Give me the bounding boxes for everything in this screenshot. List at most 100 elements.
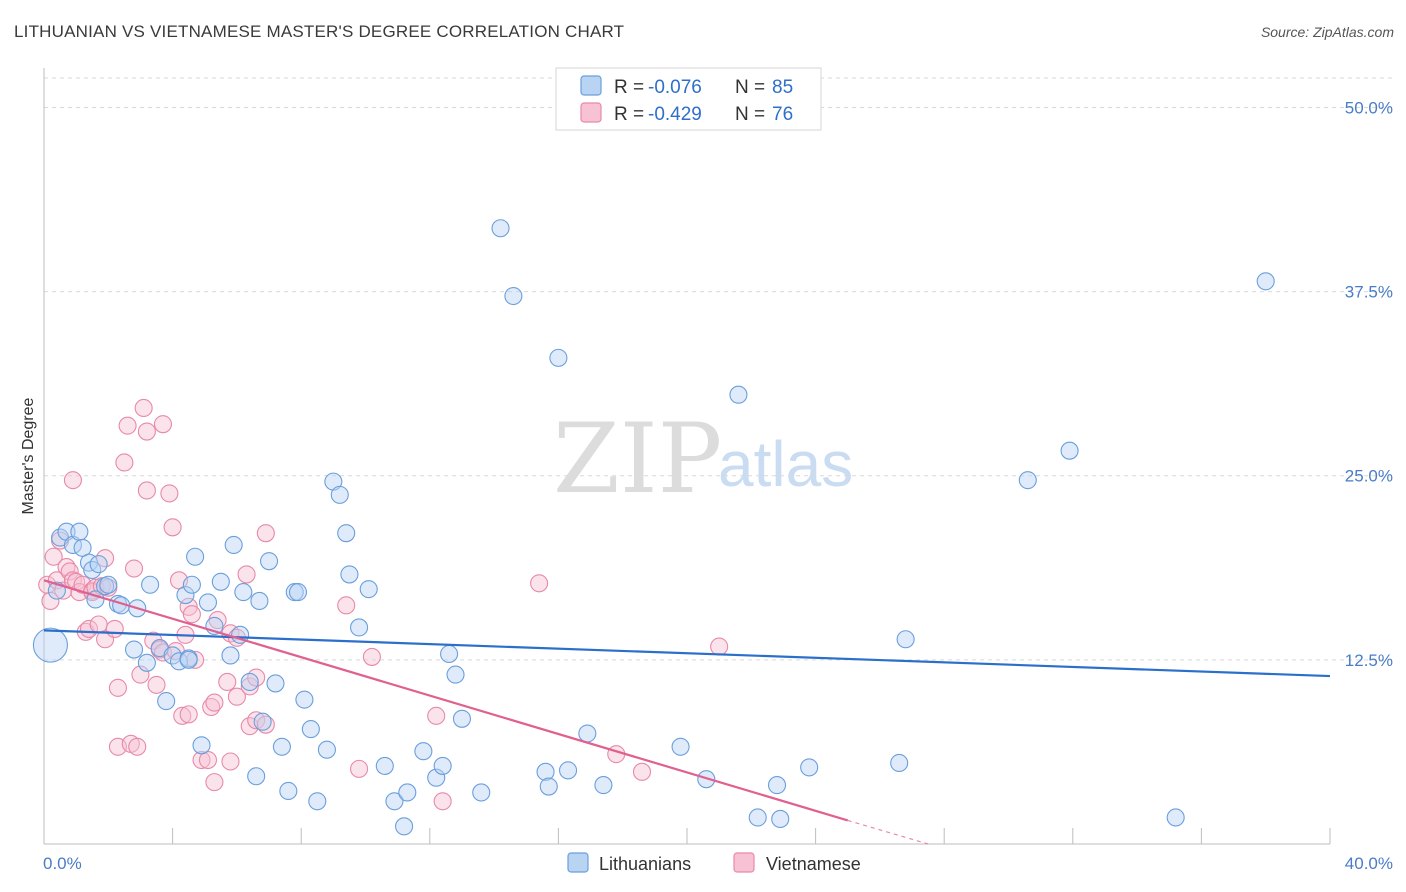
- lithuanian-point: [124, 640, 144, 659]
- lithuanian-point: [99, 575, 118, 594]
- lithuanian-point: [295, 690, 314, 709]
- watermark-atlas: atlas: [718, 428, 853, 500]
- vietnamese-point: [108, 678, 127, 697]
- vietnamese-point: [118, 416, 137, 435]
- vietnamese-point: [173, 706, 192, 725]
- vietnamese-point: [632, 762, 652, 781]
- y-tick-labels: 12.5% 25.0% 37.5% 50.0%: [1345, 98, 1393, 669]
- vietnamese-point: [221, 752, 240, 771]
- lithuanian-point: [70, 522, 89, 541]
- lithuanian-point: [182, 575, 201, 594]
- lithuanian-point: [440, 644, 459, 664]
- vietnamese-trend-extension: [847, 819, 929, 845]
- lithuanian-trend-line: [43, 629, 1331, 678]
- lithuanian-point: [578, 724, 597, 743]
- lithuanian-point: [549, 348, 568, 367]
- lithuanian-point: [221, 646, 240, 665]
- lithuanian-point: [179, 650, 198, 669]
- vietnamese-point: [105, 619, 124, 638]
- lithuanian-point: [198, 593, 218, 612]
- vietnamese-point: [153, 415, 173, 434]
- vietnamese-point: [227, 687, 246, 706]
- y-tick-label: 12.5%: [1345, 651, 1393, 670]
- vietnamese-point: [137, 481, 156, 500]
- vietnamese-point: [256, 715, 275, 734]
- lithuanian-point: [452, 709, 472, 728]
- lithuanian-point: [288, 583, 308, 602]
- legend-r-value-1: -0.076: [648, 77, 702, 98]
- lithuanian-point: [186, 547, 205, 566]
- series-legend: Lithuanians Vietnamese: [567, 852, 861, 874]
- lithuanian-point: [266, 674, 285, 693]
- lithuanian-point: [211, 572, 230, 591]
- vietnamese-point: [205, 773, 224, 792]
- legend-swatch-vietnamese: [580, 102, 602, 123]
- vietnamese-point: [144, 631, 163, 650]
- y-tick-label: 50.0%: [1345, 98, 1393, 117]
- lithuanian-point: [385, 792, 404, 811]
- lithuanian-point: [279, 781, 298, 801]
- lithuanian-point: [192, 736, 211, 755]
- vietnamese-point: [182, 605, 201, 624]
- vietnamese-point: [710, 637, 729, 656]
- lithuanian-point: [491, 219, 510, 238]
- lithuanian-point: [594, 776, 613, 795]
- lithuanian-point: [89, 555, 108, 574]
- series-swatch-vietnamese: [733, 852, 755, 873]
- vietnamese-point: [63, 471, 82, 490]
- vietnamese-point: [131, 665, 150, 684]
- lithuanian-point: [1060, 441, 1079, 460]
- vietnamese-point: [134, 398, 153, 418]
- lithuanian-point: [350, 618, 369, 637]
- lithuanian-point: [32, 627, 68, 663]
- trend-lines: [43, 579, 1331, 845]
- lithuanian-point: [308, 792, 327, 811]
- vietnamese-point: [186, 650, 205, 669]
- lithuanian-point: [395, 817, 414, 836]
- vietnamese-point: [337, 596, 356, 615]
- lithuanian-point: [272, 737, 291, 756]
- vietnamese-point: [530, 574, 549, 593]
- lithuanian-point: [398, 783, 417, 802]
- vietnamese-trend-line: [43, 579, 849, 822]
- lithuanian-point: [1166, 808, 1185, 827]
- vietnamese-point: [160, 484, 179, 503]
- lithuanian-point: [157, 692, 176, 711]
- lithuanian-point: [330, 485, 349, 504]
- vietnamese-point: [240, 677, 259, 696]
- vietnamese-point: [208, 611, 227, 630]
- vietnamese-point: [124, 559, 144, 578]
- lithuanian-point: [375, 756, 394, 775]
- y-axis-label: Master's Degree: [20, 397, 37, 514]
- watermark: ZIP atlas: [553, 403, 853, 515]
- lithuanian-point: [240, 672, 259, 692]
- vietnamese-point: [362, 647, 381, 666]
- axes: [43, 68, 1331, 845]
- lithuanian-point: [433, 756, 452, 775]
- vietnamese-point: [256, 524, 275, 543]
- vietnamese-point: [128, 737, 147, 756]
- legend-n-value-2: 76: [772, 104, 793, 125]
- legend-n-label-1: N =: [735, 77, 765, 98]
- series-swatch-lithuanians: [567, 852, 589, 873]
- lithuanian-point: [96, 577, 115, 596]
- vietnamese-point: [205, 693, 224, 712]
- lithuanian-point: [504, 286, 523, 306]
- vietnamese-point: [44, 547, 63, 566]
- lithuanian-point: [558, 761, 578, 780]
- vietnamese-point: [218, 672, 237, 692]
- lithuanian-point: [890, 753, 909, 773]
- lithuanian-point: [446, 665, 465, 684]
- vietnamese-point: [115, 453, 134, 472]
- lithuanian-point: [671, 737, 690, 756]
- legend-r-label-2: R =: [614, 104, 644, 125]
- stats-legend: R = -0.076 N = 85 R = -0.429 N = 76: [555, 67, 822, 131]
- vietnamese-point: [192, 750, 211, 770]
- watermark-zip: ZIP: [553, 403, 722, 515]
- lithuanian-point: [539, 777, 558, 796]
- vietnamese-point: [237, 565, 256, 584]
- lithuanian-point: [259, 552, 279, 571]
- lithuanian-point: [896, 630, 915, 649]
- lithuanian-point: [337, 524, 356, 543]
